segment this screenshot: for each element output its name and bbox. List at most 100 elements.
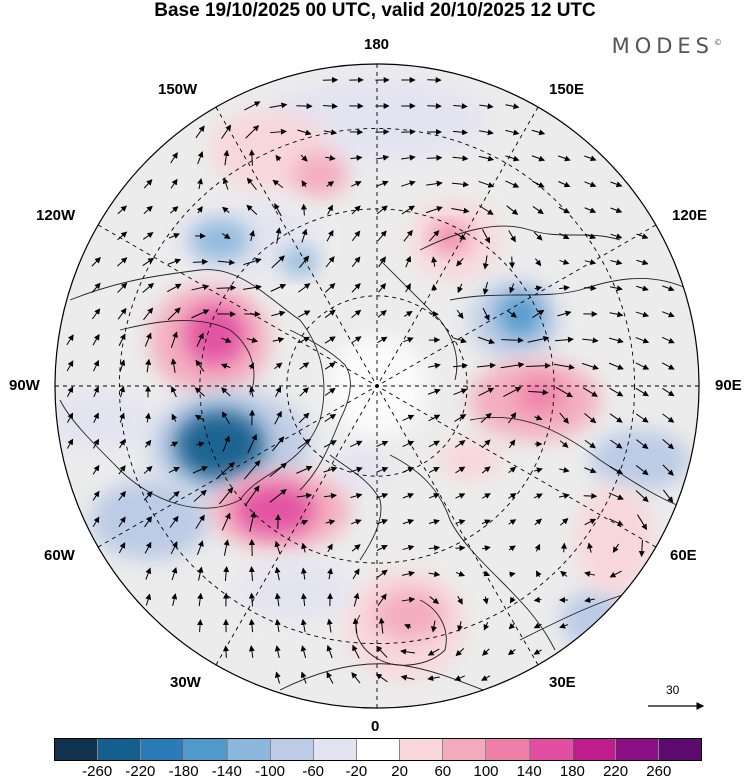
wind-vector xyxy=(245,125,260,139)
colorbar-segment xyxy=(227,739,271,760)
wind-vector xyxy=(661,336,675,344)
wind-vector xyxy=(274,566,281,581)
colorbar-labels: -260 -220 -180 -140 -100 -60 -20 20 60 100 140 180 2… xyxy=(0,763,750,783)
reference-vector-label: 30 xyxy=(666,683,680,697)
wind-vector xyxy=(275,154,282,162)
wind-vector xyxy=(326,181,335,187)
wind-vector xyxy=(323,103,338,110)
anomaly-blob xyxy=(518,377,562,413)
wind-vector xyxy=(533,493,543,499)
wind-vector xyxy=(427,388,441,395)
wind-vector xyxy=(503,387,522,397)
wind-vector xyxy=(243,257,262,266)
wind-vector xyxy=(143,179,153,189)
wind-vector xyxy=(584,412,597,424)
colorbar-segment xyxy=(658,739,702,760)
wind-vector xyxy=(220,387,231,397)
wind-vector xyxy=(609,337,624,344)
wind-vector xyxy=(429,596,440,605)
wind-vector xyxy=(296,103,313,110)
wind-vector xyxy=(352,568,360,580)
anomaly-blob xyxy=(282,248,318,276)
wind-vector xyxy=(635,337,650,344)
wind-vector xyxy=(555,336,574,343)
wind-vector xyxy=(483,622,490,631)
lon-label-150e: 150E xyxy=(549,81,585,98)
wind-vector xyxy=(66,412,74,423)
wind-vector xyxy=(118,516,126,528)
wind-vector xyxy=(376,440,389,447)
wind-vector xyxy=(533,622,542,629)
wind-vector xyxy=(532,309,545,318)
wind-vector xyxy=(401,154,416,161)
wind-vector xyxy=(525,362,551,369)
wind-vector xyxy=(457,621,463,632)
colorbar-segment xyxy=(270,739,314,760)
wind-vector xyxy=(117,282,128,294)
wind-vector xyxy=(376,205,388,215)
wind-vector xyxy=(376,180,389,187)
wind-vector xyxy=(455,570,466,577)
wind-vector xyxy=(144,412,151,423)
wind-vector xyxy=(300,645,307,659)
wind-vector xyxy=(378,283,387,293)
wind-vector xyxy=(248,592,255,607)
wind-vector xyxy=(501,337,524,344)
wind-vector xyxy=(170,178,178,189)
wind-vector xyxy=(584,155,597,162)
wind-vector xyxy=(609,518,624,526)
wind-vector xyxy=(324,282,336,293)
wind-vector xyxy=(662,311,675,318)
wind-vector xyxy=(299,387,309,397)
wind-vector xyxy=(453,103,468,110)
wind-vector xyxy=(455,519,466,525)
wind-vector xyxy=(478,387,495,397)
wind-vector xyxy=(296,465,313,474)
wind-vector xyxy=(270,128,287,135)
wind-vector xyxy=(119,359,126,372)
wind-vector xyxy=(119,385,125,398)
wind-vector xyxy=(480,412,492,423)
wind-vector xyxy=(142,282,155,293)
wind-vector xyxy=(119,412,125,423)
wind-vector xyxy=(534,414,543,421)
wind-vector xyxy=(662,464,674,476)
wind-vector xyxy=(249,230,255,242)
coastline xyxy=(469,416,691,511)
wind-vector xyxy=(351,205,361,215)
colorbar-segment xyxy=(98,739,142,760)
wind-vector xyxy=(195,125,205,139)
wind-vector xyxy=(401,570,415,577)
wind-vector xyxy=(584,597,595,603)
wind-vector xyxy=(273,362,283,370)
wind-vector xyxy=(531,180,545,188)
wind-vector xyxy=(324,413,337,423)
wind-vector xyxy=(272,179,284,189)
wind-vector xyxy=(221,411,230,425)
wind-vector xyxy=(300,567,307,580)
wind-vector xyxy=(581,362,599,370)
wind-vector xyxy=(118,490,126,501)
wind-vector xyxy=(636,259,649,266)
colorbar-segment xyxy=(356,739,401,760)
wind-vector xyxy=(528,389,549,396)
wind-vector xyxy=(324,309,336,318)
wind-vector xyxy=(376,569,388,579)
wind-vector xyxy=(351,256,361,268)
wind-vector xyxy=(167,258,182,265)
wind-vector xyxy=(426,180,443,187)
wind-vector xyxy=(91,282,101,293)
anomaly-blob xyxy=(575,485,655,595)
wind-vector xyxy=(430,620,437,633)
wind-vector xyxy=(324,336,336,344)
wind-vector xyxy=(167,283,182,293)
wind-vector xyxy=(144,541,152,554)
wind-vector xyxy=(221,233,231,239)
wind-vector xyxy=(533,648,542,655)
wind-vector xyxy=(403,310,413,317)
wind-vector xyxy=(612,543,620,553)
wind-vector xyxy=(197,566,204,581)
wind-vector xyxy=(222,177,229,190)
wind-vector xyxy=(323,492,337,499)
